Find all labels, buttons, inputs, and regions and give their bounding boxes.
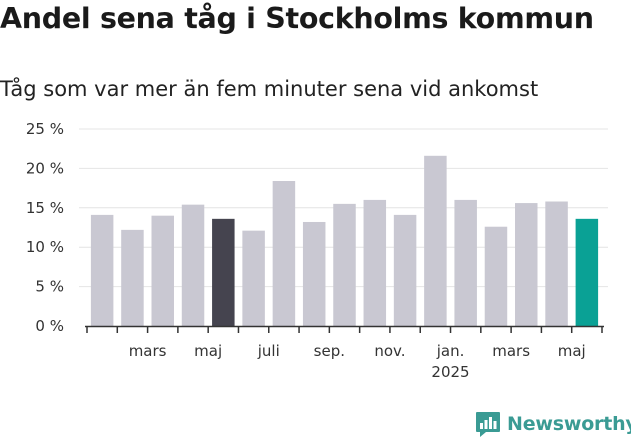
bar-2024-03 — [121, 229, 144, 326]
bar-2025-04 — [515, 203, 538, 326]
bar-2025-03 — [484, 226, 508, 326]
bar-2025-01 — [424, 155, 447, 326]
bar-2025-06 — [575, 218, 599, 326]
chart-bubble-icon — [476, 411, 500, 437]
x-tick-sublabel: 2025 — [431, 363, 469, 381]
y-tick-label: 20 % — [26, 159, 64, 177]
bar-2024-07 — [242, 230, 265, 326]
y-tick-label: 5 % — [35, 278, 64, 296]
brand-logo: Newsworthy — [475, 409, 631, 439]
bar-2025-02 — [454, 199, 477, 326]
brand-name: Newsworthy — [507, 413, 631, 435]
x-axis-tick-labels: mars maj juli sep. nov. jan. 2025 mars maj — [129, 342, 586, 381]
bar-2024-09 — [302, 221, 326, 326]
bar-2024-02 — [90, 214, 114, 326]
x-tick-label: maj — [558, 342, 586, 360]
x-tick-label: juli — [257, 342, 280, 360]
y-axis-tick-labels: 0 % 5 % 10 % 15 % 20 % 25 % — [26, 120, 64, 335]
bar-2024-10 — [333, 203, 356, 326]
chart-title: Andel sena tåg i Stockholms kommun — [0, 2, 594, 35]
bar-chart: 0 % 5 % 10 % 15 % 20 % 25 % mars maj juli sep. no… — [26, 120, 608, 381]
bar-2024-05 — [181, 204, 205, 326]
bar-2025-05 — [545, 201, 568, 326]
y-tick-label: 25 % — [26, 120, 64, 138]
x-tick-label: jan. — [436, 342, 465, 360]
bar-2024-12 — [393, 214, 417, 326]
bar-2024-11 — [363, 199, 387, 326]
x-tick-label: mars — [492, 342, 530, 360]
bars — [90, 155, 599, 326]
x-tick-label: maj — [194, 342, 222, 360]
x-tick-label: mars — [129, 342, 167, 360]
x-axis — [85, 325, 604, 333]
chart-subtitle: Tåg som var mer än fem minuter sena vid … — [0, 77, 539, 101]
bar-2024-08 — [272, 181, 296, 326]
y-tick-label: 0 % — [35, 317, 64, 335]
x-tick-label: nov. — [374, 342, 405, 360]
x-tick-label: sep. — [314, 342, 345, 360]
bar-2024-04 — [151, 215, 174, 326]
y-tick-label: 15 % — [26, 199, 64, 217]
bar-2024-06 — [212, 218, 235, 326]
y-tick-label: 10 % — [26, 238, 64, 256]
